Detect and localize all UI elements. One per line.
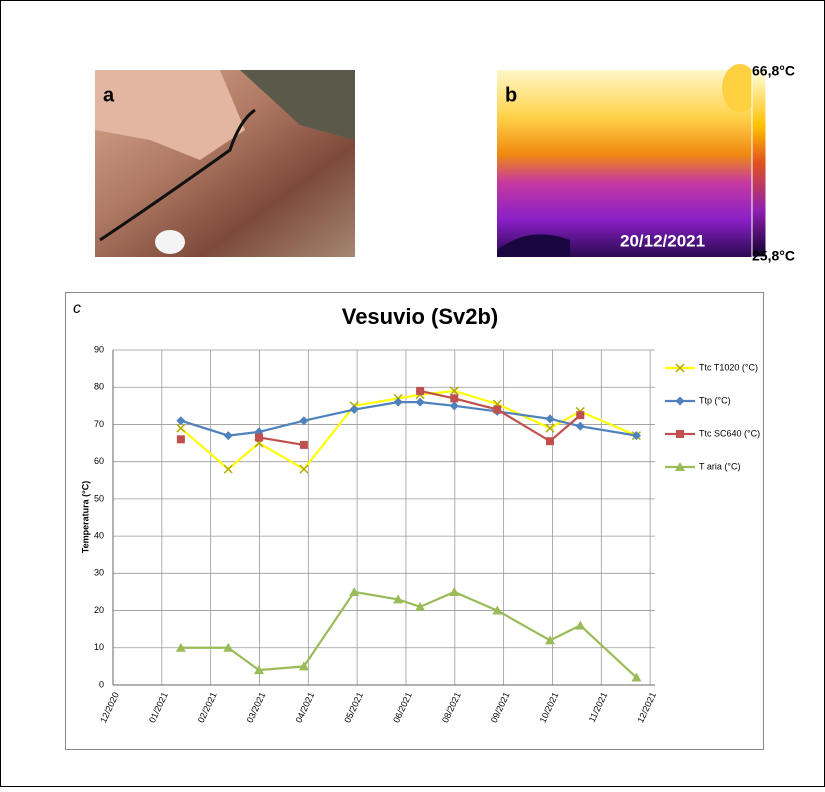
photo-a bbox=[95, 70, 355, 257]
marker bbox=[299, 416, 309, 426]
y-tick-label: 70 bbox=[94, 419, 104, 429]
marker bbox=[299, 464, 309, 474]
marker bbox=[253, 665, 264, 675]
marker bbox=[299, 440, 308, 449]
legend-marker bbox=[675, 462, 685, 471]
marker bbox=[493, 405, 502, 414]
marker bbox=[575, 620, 586, 630]
series-line bbox=[180, 401, 637, 437]
marker bbox=[545, 635, 556, 645]
marker bbox=[349, 405, 359, 415]
series-line bbox=[180, 590, 638, 679]
y-tick-label: 50 bbox=[94, 493, 104, 503]
legend-marker bbox=[676, 430, 684, 438]
marker bbox=[415, 601, 426, 611]
marker bbox=[450, 394, 459, 403]
marker bbox=[449, 401, 459, 411]
legend-label: Ttc T1020 (°C) bbox=[699, 362, 758, 372]
marker bbox=[298, 661, 309, 671]
scale-max: 66,8°C bbox=[752, 63, 795, 79]
marker bbox=[223, 642, 234, 652]
y-tick-label: 60 bbox=[94, 456, 104, 466]
panel-label: c bbox=[73, 300, 81, 317]
marker bbox=[176, 416, 186, 426]
series-line bbox=[180, 389, 637, 471]
marker bbox=[631, 431, 641, 441]
legend-label: Ttp (°C) bbox=[699, 395, 731, 405]
y-tick-label: 40 bbox=[94, 530, 104, 540]
marker bbox=[416, 386, 425, 395]
marker bbox=[546, 437, 555, 446]
marker bbox=[415, 397, 425, 407]
marker bbox=[631, 672, 642, 682]
y-tick-label: 90 bbox=[94, 344, 104, 354]
marker bbox=[492, 605, 503, 615]
legend-marker bbox=[675, 363, 685, 373]
marker bbox=[176, 423, 186, 433]
thermal-image-b bbox=[497, 64, 767, 258]
panel-label: b bbox=[505, 84, 517, 106]
legend-marker bbox=[675, 396, 685, 406]
y-tick-label: 0 bbox=[99, 679, 104, 689]
panel-label: a bbox=[103, 84, 115, 106]
marker bbox=[545, 414, 555, 424]
marker bbox=[176, 435, 185, 444]
y-tick-label: 20 bbox=[94, 605, 104, 615]
marker bbox=[254, 433, 263, 442]
marker bbox=[175, 642, 186, 652]
chart-title: Vesuvio (Sv2b) bbox=[342, 304, 499, 329]
y-tick-label: 10 bbox=[94, 642, 104, 652]
marker bbox=[223, 464, 233, 474]
marker bbox=[545, 423, 555, 433]
marker bbox=[576, 411, 585, 420]
marker bbox=[575, 421, 585, 431]
marker bbox=[349, 586, 360, 596]
marker bbox=[223, 431, 233, 441]
chart-box bbox=[65, 292, 764, 750]
marker bbox=[449, 386, 459, 396]
thermal-date: 20/12/2021 bbox=[620, 231, 705, 250]
scale-min: 25,8°C bbox=[752, 248, 795, 264]
marker bbox=[393, 397, 403, 407]
marker bbox=[449, 586, 460, 596]
y-axis-label: Temperatura (°C) bbox=[80, 481, 90, 553]
marker bbox=[393, 594, 404, 604]
legend-label: T aria (°C) bbox=[699, 461, 740, 471]
y-tick-label: 80 bbox=[94, 382, 104, 392]
legend-label: Ttc SC640 (°C) bbox=[699, 428, 760, 438]
y-tick-label: 30 bbox=[94, 568, 104, 578]
